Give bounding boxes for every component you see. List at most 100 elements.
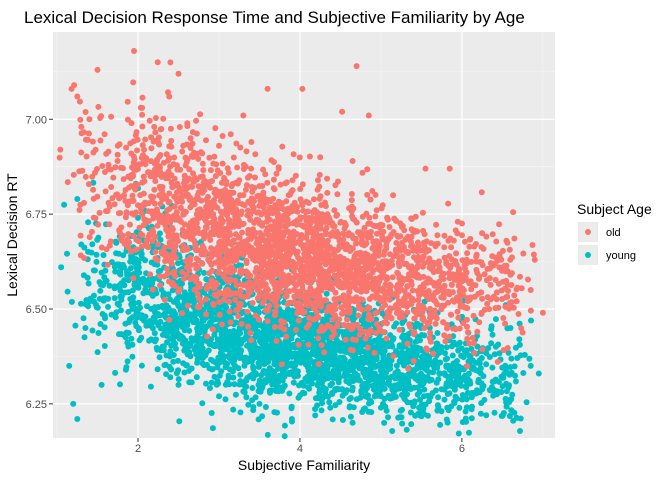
point-young	[122, 366, 129, 373]
point-young	[378, 366, 385, 373]
point-old	[151, 186, 158, 193]
point-old	[291, 229, 298, 236]
point-old	[377, 267, 384, 274]
point-old	[272, 231, 279, 238]
point-old	[264, 179, 271, 186]
point-old	[287, 249, 294, 255]
point-young	[491, 351, 498, 358]
point-old	[176, 124, 183, 130]
point-young	[86, 298, 93, 305]
point-young	[459, 396, 466, 403]
point-old	[183, 159, 190, 166]
point-old	[173, 232, 180, 239]
point-young	[390, 335, 397, 342]
point-old	[106, 221, 113, 228]
point-young	[61, 201, 68, 208]
point-young	[74, 416, 81, 422]
point-young	[452, 378, 459, 385]
point-young	[393, 362, 400, 369]
point-old	[205, 256, 212, 263]
point-old	[212, 173, 219, 180]
point-old	[286, 209, 293, 215]
point-old	[212, 125, 219, 132]
point-old	[316, 296, 322, 303]
point-old	[179, 192, 186, 199]
point-old	[367, 234, 374, 241]
point-young	[357, 349, 363, 356]
point-old	[277, 282, 284, 289]
point-old	[362, 335, 369, 342]
point-young	[80, 272, 87, 279]
point-young	[162, 325, 169, 332]
point-old	[337, 219, 344, 226]
point-old	[291, 260, 298, 267]
point-young	[274, 377, 281, 384]
point-old	[372, 223, 379, 230]
point-young	[72, 322, 79, 329]
point-old	[188, 233, 195, 240]
point-old	[257, 197, 264, 204]
point-old	[330, 229, 337, 236]
point-old	[267, 232, 273, 239]
point-old	[271, 186, 278, 193]
point-old	[333, 212, 340, 219]
point-young	[365, 356, 372, 363]
point-young	[226, 381, 233, 388]
point-old	[227, 319, 234, 326]
point-old	[206, 199, 213, 206]
point-young	[128, 255, 135, 261]
point-old	[307, 275, 314, 282]
point-old	[199, 173, 206, 180]
point-old	[233, 206, 240, 212]
point-young	[191, 346, 198, 353]
point-young	[112, 268, 119, 275]
point-young	[263, 334, 270, 341]
point-old	[391, 215, 398, 222]
point-old	[239, 244, 246, 251]
point-old	[188, 152, 195, 159]
point-old	[342, 222, 349, 229]
point-old	[230, 154, 237, 161]
point-young	[418, 404, 425, 411]
point-old	[311, 304, 318, 311]
point-old	[95, 103, 102, 110]
point-young	[173, 345, 179, 352]
point-young	[138, 334, 145, 341]
point-old	[88, 228, 95, 235]
point-young	[323, 290, 330, 297]
point-young	[100, 252, 107, 259]
point-young	[330, 374, 336, 381]
point-old	[129, 171, 136, 178]
point-young	[392, 393, 399, 400]
point-young	[376, 361, 383, 368]
point-young	[362, 405, 368, 412]
point-young	[410, 344, 417, 351]
point-young	[342, 363, 349, 370]
point-old	[149, 198, 156, 205]
point-young	[230, 406, 237, 413]
point-young	[249, 306, 256, 312]
point-old	[198, 299, 205, 306]
point-young	[105, 303, 111, 310]
point-old	[195, 183, 202, 190]
point-old	[260, 189, 267, 196]
point-old	[243, 148, 250, 155]
point-old	[134, 237, 141, 244]
point-young	[95, 330, 102, 336]
point-old	[226, 298, 233, 305]
point-young	[460, 354, 467, 361]
point-old	[186, 166, 193, 173]
point-old	[164, 170, 171, 177]
point-young	[468, 394, 475, 401]
point-old	[149, 238, 156, 244]
point-old	[127, 248, 134, 255]
point-old	[266, 268, 273, 275]
point-young	[168, 342, 175, 349]
point-old	[282, 246, 289, 253]
point-old	[340, 236, 347, 243]
point-old	[272, 209, 279, 216]
point-old	[359, 213, 366, 220]
point-old	[324, 211, 331, 218]
point-young	[200, 354, 206, 361]
point-old	[86, 234, 93, 241]
